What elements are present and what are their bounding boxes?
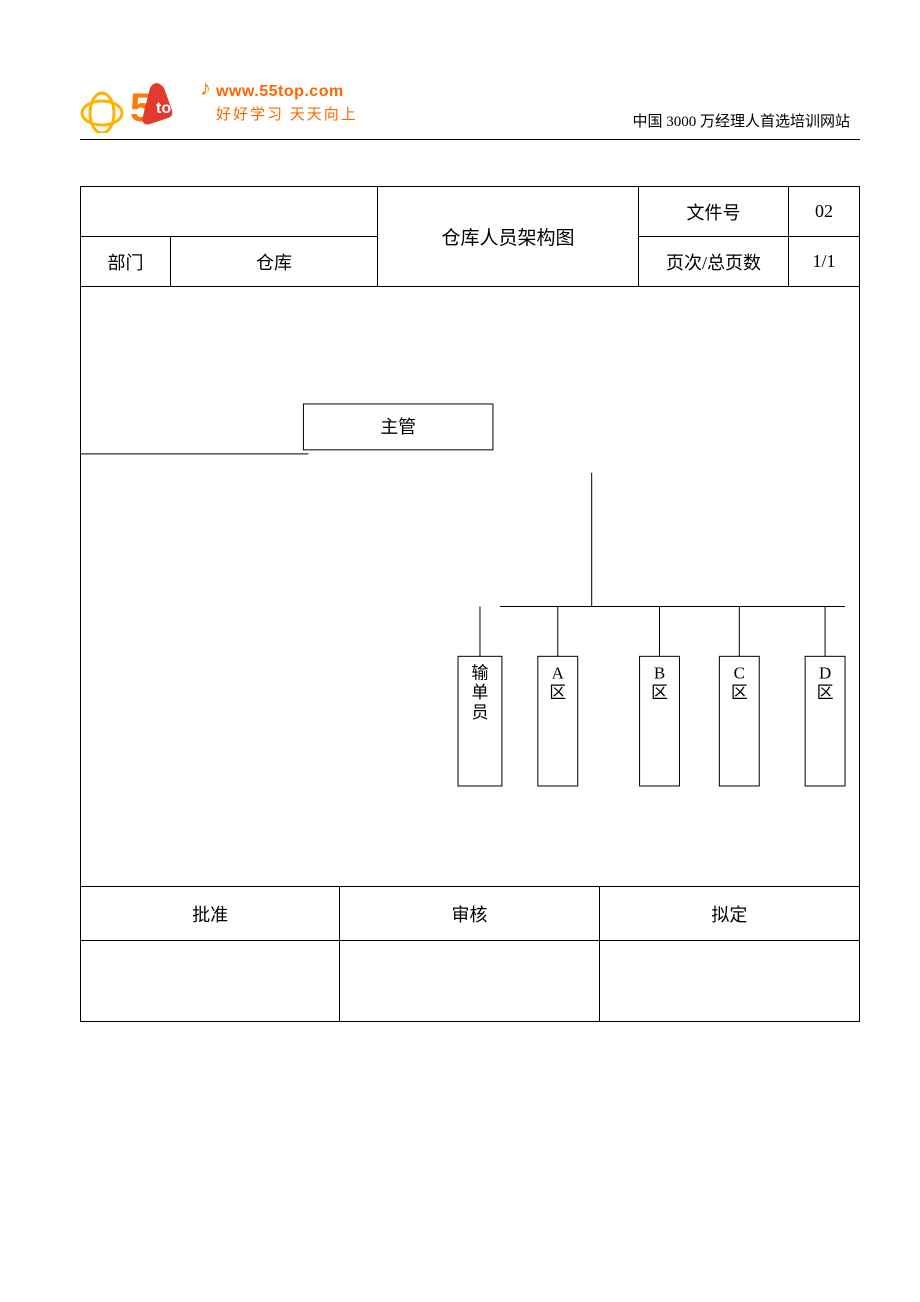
svg-text:A: A xyxy=(552,663,565,682)
review-sig xyxy=(340,941,599,1021)
form-container: 仓库人员架构图 文件号 02 部门 仓库 页次/总页数 1/1 主管输单员A区B… xyxy=(80,186,860,1022)
approve-sig xyxy=(81,941,340,1021)
draft-label: 拟定 xyxy=(600,887,859,941)
dept-value: 仓库 xyxy=(171,237,378,287)
docno-label: 文件号 xyxy=(639,187,789,237)
org-chart-area: 主管输单员A区B区C区D区 xyxy=(81,287,859,887)
dept-label: 部门 xyxy=(81,237,171,287)
logo-url: www.55top.com xyxy=(216,83,358,101)
page-label: 页次/总页数 xyxy=(639,237,789,287)
svg-text:区: 区 xyxy=(651,683,668,702)
svg-text:B: B xyxy=(654,663,665,682)
logo-block: 5 top ♪ www.55top.com 好好学习 天天向上 xyxy=(80,73,358,133)
svg-text:员: 员 xyxy=(472,703,489,722)
svg-text:区: 区 xyxy=(549,683,566,702)
svg-text:C: C xyxy=(734,663,745,682)
svg-text:主管: 主管 xyxy=(380,417,416,437)
form-title: 仓库人员架构图 xyxy=(378,187,639,287)
approve-label: 批准 xyxy=(81,887,340,941)
page-value: 1/1 xyxy=(789,237,859,287)
svg-text:top: top xyxy=(156,100,181,117)
page-header: 5 top ♪ www.55top.com 好好学习 天天向上 中国 3000 … xyxy=(80,60,860,140)
footer-labels: 批准 审核 拟定 xyxy=(81,887,859,941)
docno-value: 02 xyxy=(789,187,859,237)
org-chart-svg: 主管输单员A区B区C区D区 xyxy=(81,287,859,886)
review-label: 审核 xyxy=(340,887,599,941)
svg-text:♪: ♪ xyxy=(200,75,210,100)
svg-text:区: 区 xyxy=(731,683,748,702)
svg-text:区: 区 xyxy=(817,683,834,702)
footer-signatures xyxy=(81,941,859,1021)
draft-sig xyxy=(600,941,859,1021)
svg-text:输: 输 xyxy=(472,663,489,682)
svg-text:单: 单 xyxy=(472,683,489,702)
logo-icon: 5 top ♪ xyxy=(80,73,210,133)
logo-slogan: 好好学习 天天向上 xyxy=(216,103,358,124)
head-blank xyxy=(81,187,378,237)
svg-text:D: D xyxy=(819,663,831,682)
header-tagline: 中国 3000 万经理人首选培训网站 xyxy=(632,110,860,133)
form-header-grid: 仓库人员架构图 文件号 02 部门 仓库 页次/总页数 1/1 xyxy=(81,187,859,287)
